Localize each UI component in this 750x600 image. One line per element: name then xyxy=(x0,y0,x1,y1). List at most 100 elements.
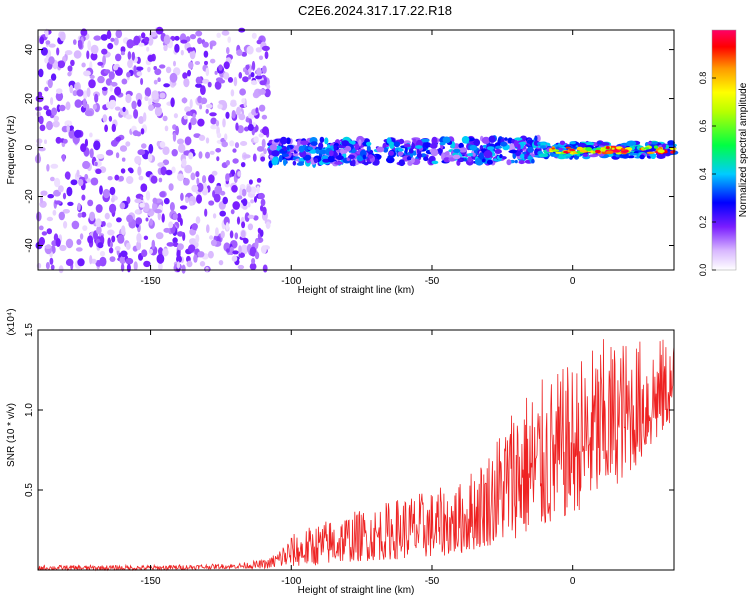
noise-cell xyxy=(107,42,114,50)
colorbar-tick-label: 0.8 xyxy=(698,72,708,85)
noise-cell xyxy=(66,186,73,197)
noise-cell xyxy=(216,156,220,162)
band-cell xyxy=(324,137,329,145)
noise-cell xyxy=(205,67,210,77)
noise-cell xyxy=(242,76,249,83)
band-cell xyxy=(292,160,297,166)
noise-cell xyxy=(162,248,169,257)
noise-cell xyxy=(46,216,54,222)
noise-cell xyxy=(234,142,240,149)
noise-cell xyxy=(89,74,95,79)
noise-cell xyxy=(248,118,253,126)
noise-cell xyxy=(238,72,243,79)
noise-cell xyxy=(188,61,194,69)
noise-cell xyxy=(53,189,61,197)
noise-cell xyxy=(177,173,184,182)
noise-cell xyxy=(158,262,163,271)
noise-cell xyxy=(108,71,115,80)
noise-cell xyxy=(125,242,131,250)
band-cell xyxy=(420,138,430,143)
noise-cell xyxy=(244,212,250,223)
noise-cell xyxy=(236,106,241,116)
noise-cell xyxy=(240,162,246,168)
peak-cell xyxy=(569,148,574,151)
noise-cell xyxy=(103,69,111,74)
noise-cell xyxy=(216,132,222,139)
strong-band-cell xyxy=(569,141,576,145)
noise-cell xyxy=(140,183,148,192)
peak-cell xyxy=(613,149,621,153)
band-cell xyxy=(319,149,327,155)
noise-cell xyxy=(242,198,248,207)
band-cell xyxy=(298,145,305,153)
band-cell xyxy=(315,148,320,154)
noise-cell xyxy=(93,140,101,151)
x-tick-label: -150 xyxy=(141,576,161,587)
strong-band-cell xyxy=(645,149,652,153)
noise-cell xyxy=(225,173,230,182)
noise-cell xyxy=(240,244,249,255)
noise-cell xyxy=(215,120,220,127)
noise-cell xyxy=(120,51,125,56)
strong-band-cell xyxy=(615,153,620,158)
band-cell xyxy=(278,155,283,163)
noise-cell xyxy=(166,242,175,247)
noise-cell xyxy=(47,78,53,89)
noise-cell xyxy=(241,98,246,104)
noise-cell xyxy=(174,35,180,41)
noise-cell xyxy=(171,166,176,174)
band-cell xyxy=(389,141,395,149)
noise-cell xyxy=(255,107,259,114)
noise-cell xyxy=(258,88,266,95)
noise-cell xyxy=(207,81,212,88)
band-cell xyxy=(366,141,372,146)
noise-cell xyxy=(262,65,267,74)
noise-cell xyxy=(208,200,215,206)
noise-cell xyxy=(86,87,91,98)
noise-cell xyxy=(36,138,43,144)
noise-cell xyxy=(240,230,246,238)
noise-cell xyxy=(133,261,138,271)
noise-cell xyxy=(206,224,210,234)
noise-cell xyxy=(172,132,177,142)
noise-cell xyxy=(257,227,262,234)
noise-cell xyxy=(176,261,181,269)
band-cell xyxy=(398,159,405,167)
noise-cell xyxy=(116,217,122,223)
noise-cell xyxy=(254,240,259,249)
noise-cell xyxy=(255,75,263,80)
noise-cell xyxy=(87,235,93,244)
noise-cell xyxy=(159,141,166,149)
noise-cell xyxy=(234,232,239,240)
band-cell xyxy=(300,140,309,146)
noise-cell xyxy=(65,238,74,249)
noise-cell xyxy=(227,77,234,83)
band-cell xyxy=(404,146,408,154)
snr-y-scale-label: (x10⁴) xyxy=(6,308,17,335)
noise-cell xyxy=(179,205,188,210)
band-cell xyxy=(387,155,391,159)
noise-cell xyxy=(185,196,189,203)
noise-cell xyxy=(229,140,235,147)
noise-cell xyxy=(260,156,266,162)
noise-cell xyxy=(159,92,166,99)
noise-cell xyxy=(223,61,230,70)
noise-cell xyxy=(121,225,126,236)
noise-cell xyxy=(252,153,257,162)
noise-cell xyxy=(173,60,176,67)
noise-cell xyxy=(171,149,178,157)
colorbar-label: Normalized spectral amplitude xyxy=(738,82,749,217)
noise-cell xyxy=(148,98,152,107)
noise-cell xyxy=(104,124,108,133)
noise-cell xyxy=(190,172,196,181)
noise-cell xyxy=(141,249,148,257)
band-cell xyxy=(442,136,451,144)
noise-cell xyxy=(70,179,78,186)
band-cell xyxy=(341,140,350,147)
noise-cell xyxy=(67,71,72,77)
noise-cell xyxy=(241,188,247,197)
noise-cell xyxy=(58,185,64,193)
band-cell xyxy=(283,146,287,152)
noise-cell xyxy=(35,106,43,111)
